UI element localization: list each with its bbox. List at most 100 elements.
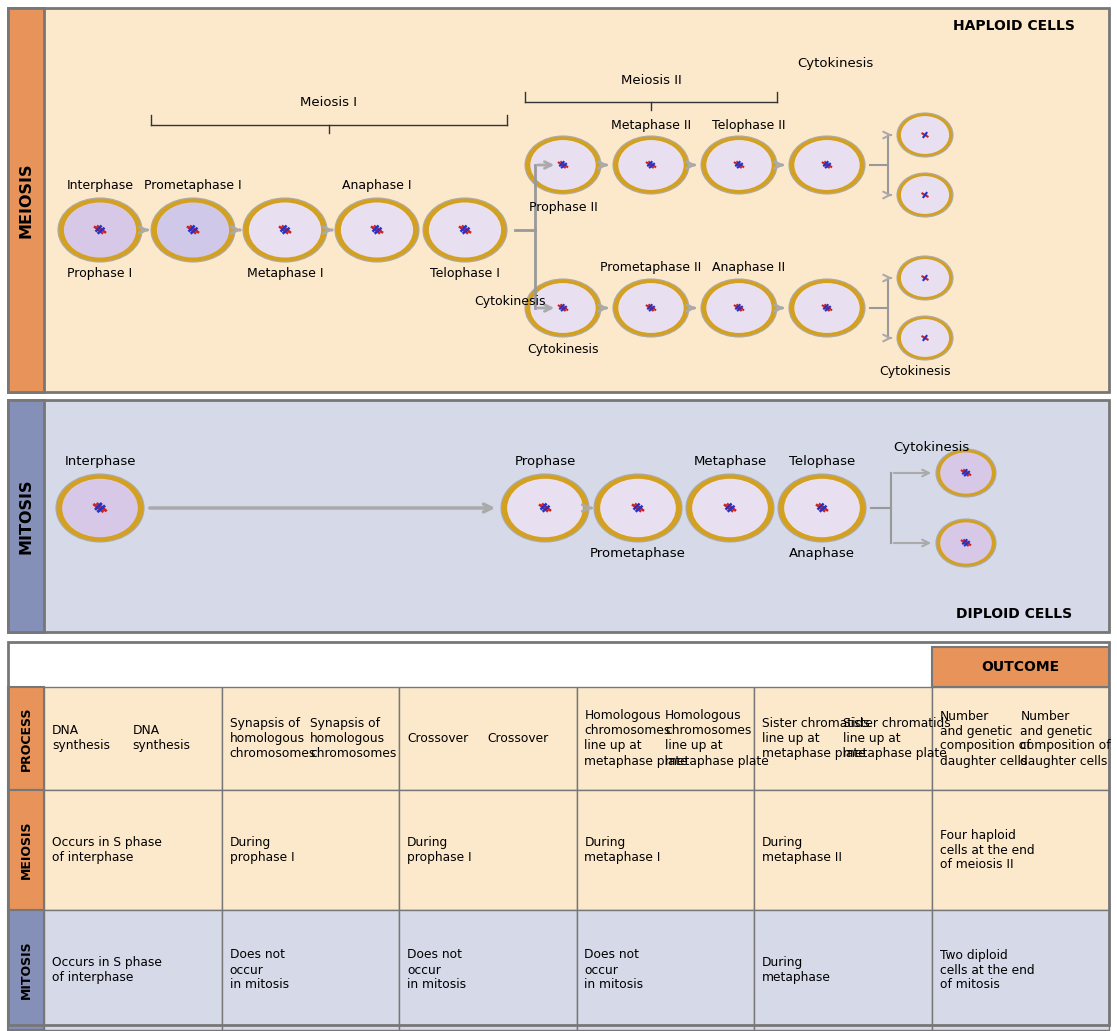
Ellipse shape [794, 284, 860, 333]
Text: During
metaphase II: During metaphase II [762, 836, 842, 864]
Text: Does not
occur
in mitosis: Does not occur in mitosis [407, 949, 466, 992]
Text: OUTCOME: OUTCOME [981, 660, 1059, 674]
Ellipse shape [619, 140, 684, 190]
Bar [8, 910, 44, 1030]
Bar [932, 647, 1109, 687]
Ellipse shape [701, 279, 777, 337]
Text: Occurs in S phase
of interphase: Occurs in S phase of interphase [52, 836, 162, 864]
Text: Two diploid
cells at the end
of mitosis: Two diploid cells at the end of mitosis [939, 949, 1034, 992]
Text: Cytokinesis: Cytokinesis [475, 296, 546, 308]
Text: Number
and genetic
composition of
daughter cells: Number and genetic composition of daught… [1020, 709, 1111, 767]
Text: Synapsis of
homologous
chromosomes: Synapsis of homologous chromosomes [311, 717, 397, 760]
Ellipse shape [897, 256, 953, 300]
Text: Does not
occur
in mitosis: Does not occur in mitosis [584, 949, 643, 992]
Ellipse shape [531, 284, 595, 333]
Ellipse shape [525, 279, 601, 337]
Ellipse shape [941, 453, 992, 494]
Ellipse shape [600, 478, 676, 537]
Ellipse shape [794, 140, 860, 190]
Bar [8, 400, 1109, 632]
Bar [44, 687, 221, 790]
Ellipse shape [941, 523, 992, 564]
Ellipse shape [613, 279, 689, 337]
Text: Interphase: Interphase [65, 456, 136, 468]
Ellipse shape [156, 202, 229, 258]
Ellipse shape [63, 478, 137, 537]
Text: Metaphase: Metaphase [694, 456, 766, 468]
Text: Prometaphase II: Prometaphase II [600, 262, 701, 274]
Bar [576, 790, 754, 910]
Text: During
prophase I: During prophase I [407, 836, 471, 864]
Text: Crossover: Crossover [407, 732, 468, 745]
Text: Cytokinesis: Cytokinesis [879, 366, 951, 378]
Bar [754, 687, 932, 790]
Text: Does not
occur
in mitosis: Does not occur in mitosis [229, 949, 288, 992]
Bar [8, 687, 44, 790]
Bar [754, 790, 932, 910]
Ellipse shape [901, 176, 949, 213]
Text: Synapsis of
homologous
chromosomes: Synapsis of homologous chromosomes [229, 717, 316, 760]
Ellipse shape [531, 140, 595, 190]
Text: MEIOSIS: MEIOSIS [19, 821, 32, 879]
Ellipse shape [686, 474, 774, 542]
Ellipse shape [784, 478, 860, 537]
Ellipse shape [706, 284, 772, 333]
Ellipse shape [901, 319, 949, 357]
Bar [576, 910, 754, 1030]
Text: Occurs in S phase
of interphase: Occurs in S phase of interphase [52, 956, 162, 984]
Ellipse shape [64, 202, 136, 258]
Bar [8, 790, 44, 910]
Text: Homologous
chromosomes
line up at
metaphase plate: Homologous chromosomes line up at metaph… [584, 709, 688, 767]
Text: Prophase II: Prophase II [528, 200, 598, 213]
Ellipse shape [897, 315, 953, 360]
Ellipse shape [56, 474, 144, 542]
Ellipse shape [779, 474, 866, 542]
Bar [8, 642, 1109, 1025]
Bar [399, 790, 576, 910]
Bar [221, 790, 399, 910]
Ellipse shape [525, 136, 601, 194]
Text: DNA
synthesis: DNA synthesis [52, 725, 109, 753]
Ellipse shape [244, 198, 327, 262]
Bar [8, 400, 44, 632]
Ellipse shape [423, 198, 507, 262]
Ellipse shape [151, 198, 235, 262]
Bar [221, 687, 399, 790]
Ellipse shape [789, 279, 865, 337]
Ellipse shape [58, 198, 142, 262]
Text: MEIOSIS: MEIOSIS [19, 162, 34, 238]
Text: During
metaphase: During metaphase [762, 956, 831, 984]
Text: DNA
synthesis: DNA synthesis [133, 725, 191, 753]
Text: Anaphase II: Anaphase II [713, 262, 785, 274]
Bar [399, 910, 576, 1030]
Text: Prometaphase: Prometaphase [590, 547, 686, 561]
Bar [8, 8, 44, 392]
Ellipse shape [341, 202, 413, 258]
Ellipse shape [897, 173, 953, 217]
Text: Meiosis II: Meiosis II [621, 73, 681, 87]
Text: Metaphase II: Metaphase II [611, 119, 691, 132]
Ellipse shape [429, 202, 502, 258]
Text: DIPLOID CELLS: DIPLOID CELLS [956, 607, 1072, 621]
Bar [44, 910, 221, 1030]
Text: Cytokinesis: Cytokinesis [796, 57, 873, 69]
Ellipse shape [507, 478, 583, 537]
Bar [8, 8, 1109, 392]
Text: HAPLOID CELLS: HAPLOID CELLS [953, 19, 1075, 33]
Text: Metaphase I: Metaphase I [247, 267, 323, 280]
Ellipse shape [502, 474, 589, 542]
Text: Telophase I: Telophase I [430, 267, 500, 280]
Text: MITOSIS: MITOSIS [19, 478, 34, 554]
Text: Telophase II: Telophase II [713, 119, 785, 132]
Ellipse shape [936, 519, 996, 567]
Ellipse shape [619, 284, 684, 333]
Ellipse shape [613, 136, 689, 194]
Bar [399, 687, 576, 790]
Text: During
prophase I: During prophase I [229, 836, 294, 864]
Text: Prophase: Prophase [514, 456, 575, 468]
Text: Prometaphase I: Prometaphase I [144, 179, 241, 193]
Text: MITOSIS: MITOSIS [19, 940, 32, 999]
Bar [221, 910, 399, 1030]
Bar [8, 642, 1109, 1025]
Text: Anaphase: Anaphase [789, 547, 855, 561]
